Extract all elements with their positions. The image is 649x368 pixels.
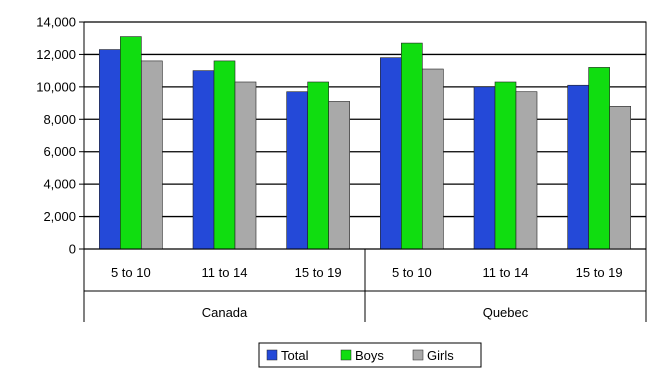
category-label: 5 to 10: [111, 265, 151, 280]
bar-total: [473, 86, 496, 250]
category-label: 15 to 19: [295, 265, 342, 280]
y-tick-label: 2,000: [43, 209, 76, 224]
legend-label: Girls: [427, 348, 454, 363]
bar-boys: [494, 81, 517, 250]
category-labels: 5 to 10 11 to 14 15 to 19 5 to 10 11 to 14 15…: [111, 265, 623, 280]
bar-total: [192, 70, 215, 250]
bar-boys: [213, 60, 236, 250]
group-label: Canada: [202, 305, 248, 320]
axes: [79, 21, 647, 322]
bar-girls: [141, 60, 163, 250]
bar-girls: [609, 106, 631, 250]
y-tick-label: 10,000: [36, 79, 76, 94]
bar-boys: [401, 42, 423, 250]
bar-boys: [307, 81, 329, 250]
y-tick-label: 12,000: [36, 47, 76, 62]
y-tick-label: 14,000: [36, 15, 76, 30]
legend-swatch-boys: [340, 349, 352, 361]
category-label: 11 to 14: [201, 265, 247, 280]
gridlines: [84, 21, 646, 250]
bar-total: [99, 49, 121, 250]
legend-label: Total: [281, 348, 309, 363]
category-label: 15 to 19: [576, 265, 623, 280]
y-tick-labels: 0 2,000 4,000 6,000 8,000 10,000 12,000 14,000: [36, 15, 76, 257]
legend: Total Boys Girls: [258, 342, 482, 368]
bar-girls: [328, 101, 350, 250]
group-label: Quebec: [483, 305, 529, 320]
bar-girls: [422, 68, 444, 250]
bar-total: [286, 91, 308, 250]
legend-label: Boys: [355, 348, 384, 363]
y-tick-label: 6,000: [43, 144, 76, 159]
group-labels: Canada Quebec: [202, 305, 529, 320]
legend-swatch-total: [266, 349, 278, 361]
bar-boys: [588, 67, 610, 250]
bar-boys: [120, 36, 142, 250]
y-tick-label: 4,000: [43, 177, 76, 192]
plot-border: [83, 21, 647, 250]
bar-total: [567, 84, 589, 250]
bar-total: [380, 57, 402, 250]
legend-swatch-girls: [412, 349, 424, 361]
legend-box: [258, 342, 482, 368]
y-tick-label: 8,000: [43, 112, 76, 127]
bar-girls: [515, 91, 538, 250]
bar-girls: [234, 81, 257, 250]
y-tick-label: 0: [69, 242, 76, 257]
category-label: 11 to 14: [482, 265, 528, 280]
category-label: 5 to 10: [392, 265, 432, 280]
